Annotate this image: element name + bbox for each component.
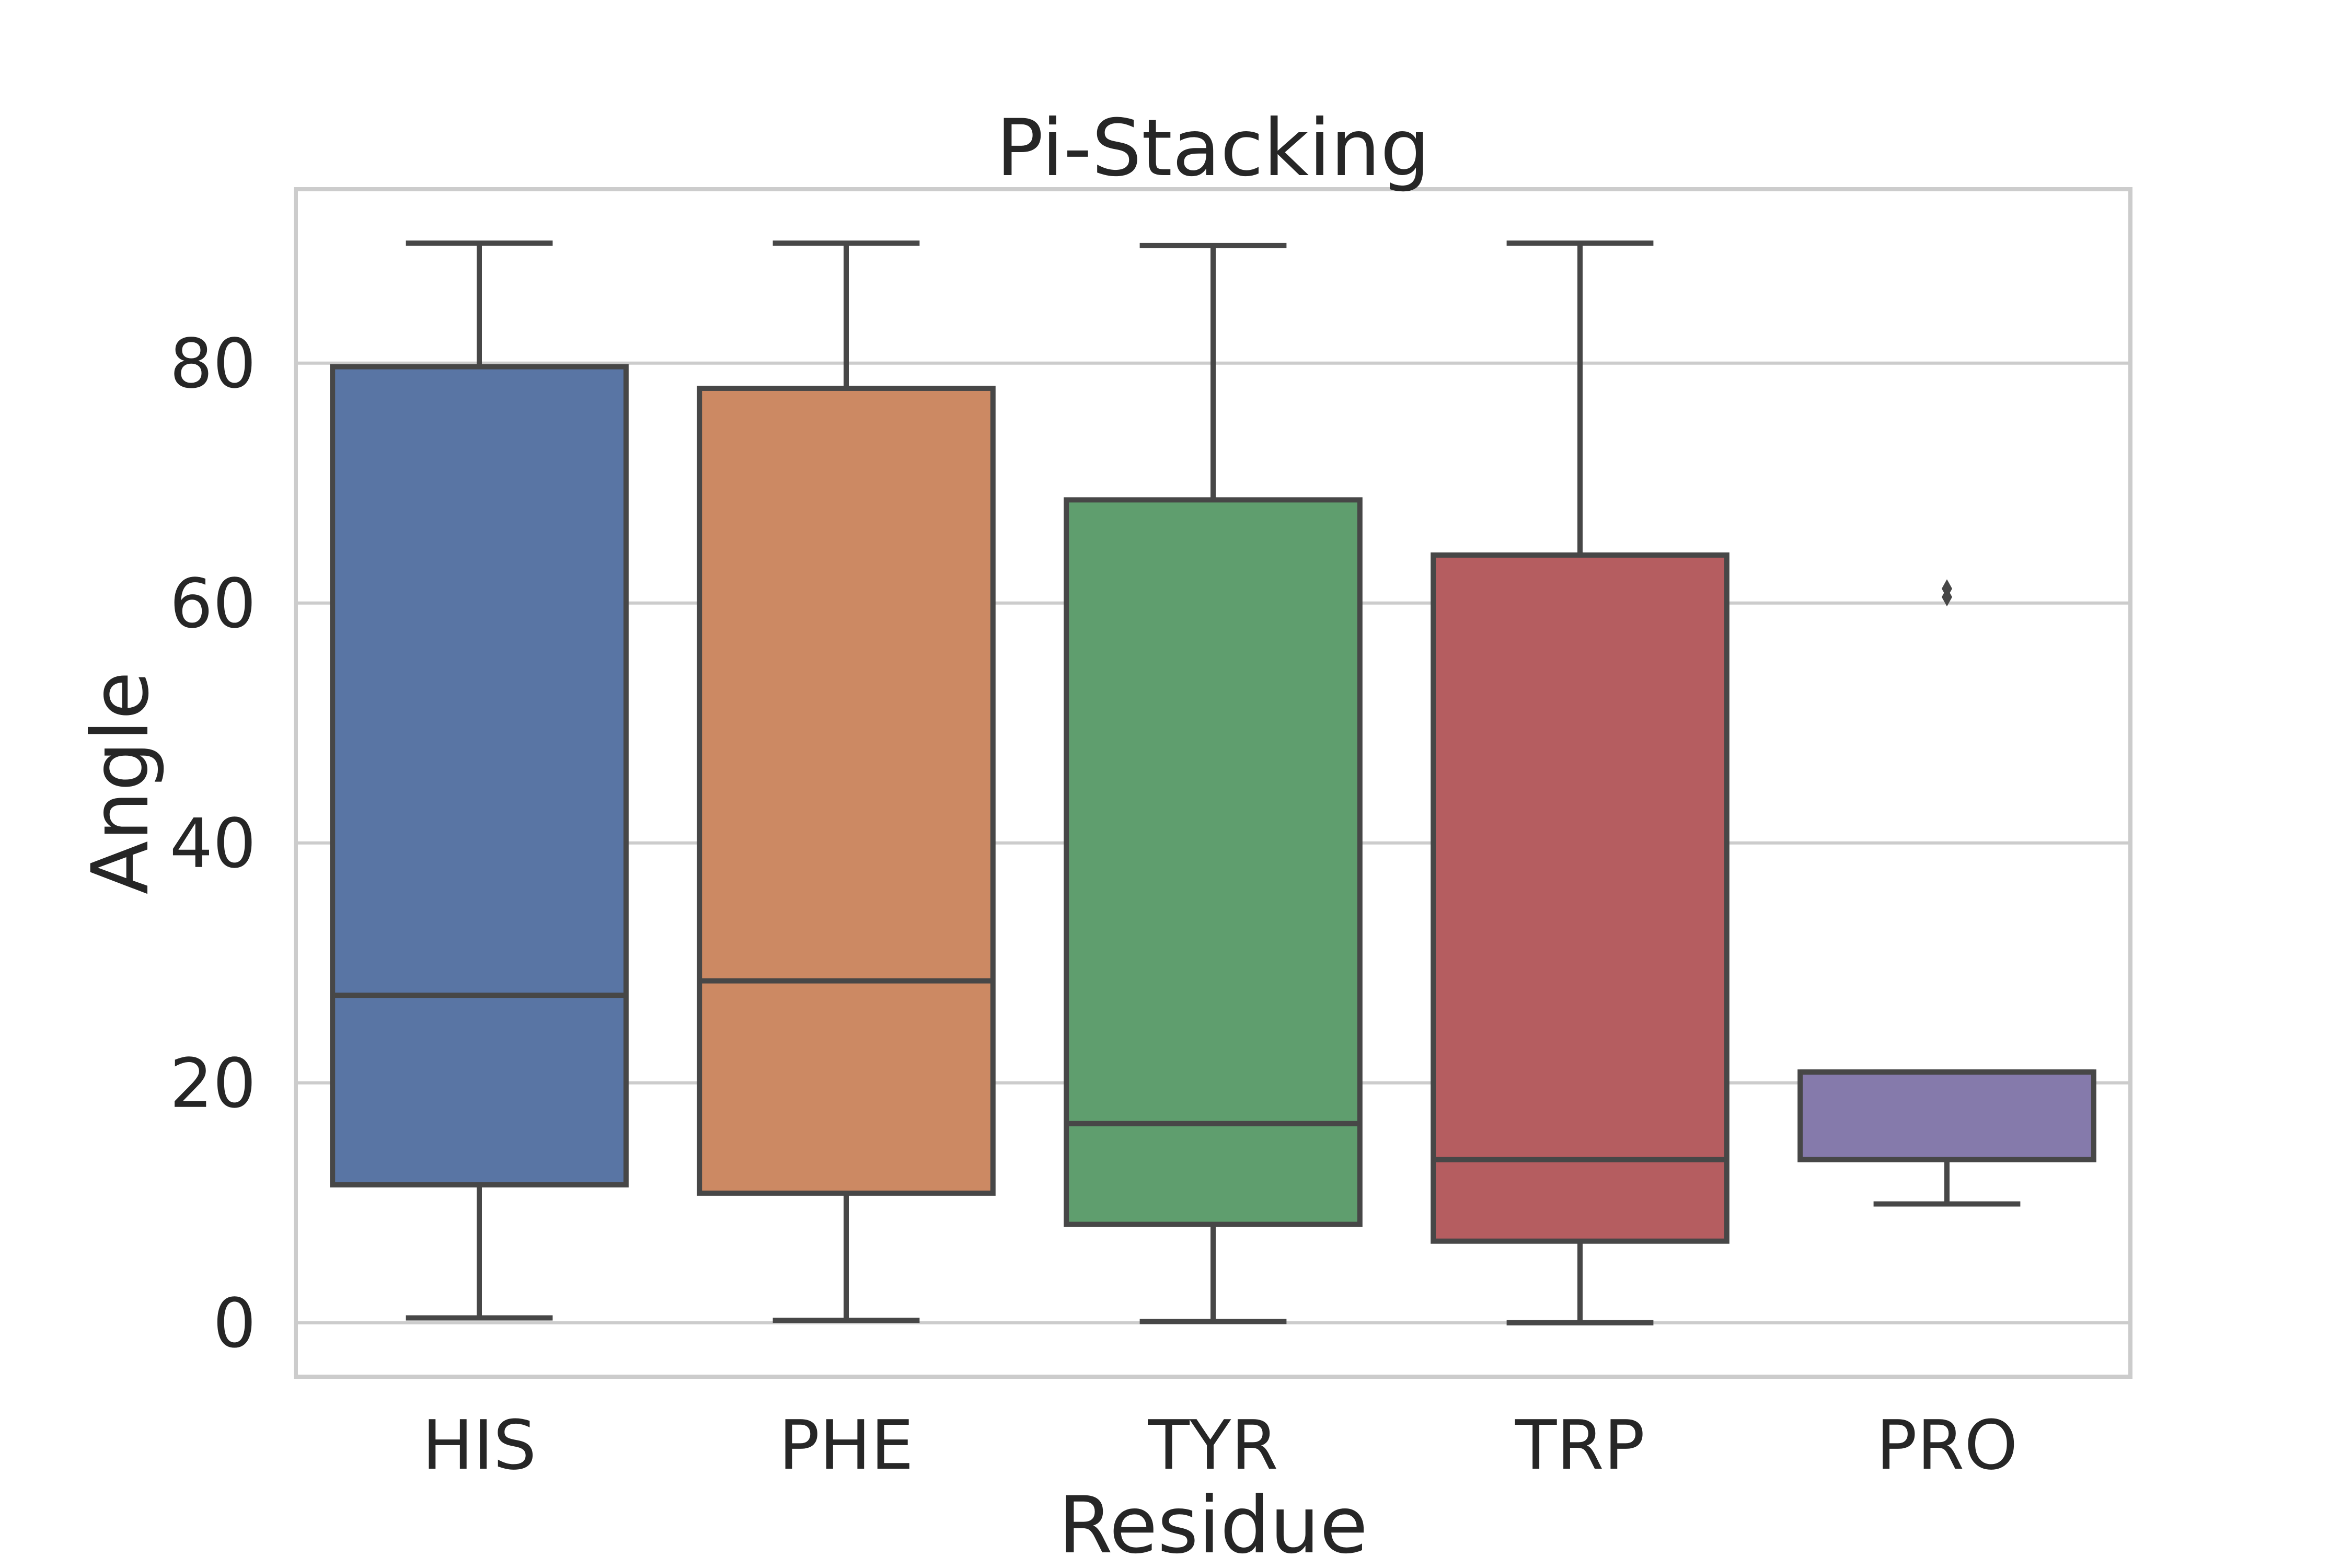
box-group-phe [697, 240, 996, 1323]
x-axis-label: Residue [1058, 1480, 1368, 1568]
y-tick-label-20: 20 [170, 1044, 256, 1123]
chart-title: Pi-Stacking [996, 103, 1430, 194]
box-layer [330, 240, 2096, 1325]
y-axis-label: Angle [75, 672, 166, 895]
y-tick-label-0: 0 [213, 1284, 256, 1363]
box-group-tyr [1064, 243, 1363, 1324]
box-trp [1431, 552, 1730, 1244]
y-tick-label-40: 40 [170, 804, 256, 883]
box-group-trp [1431, 240, 1730, 1325]
y-tick-labels: 0 20 40 60 80 [170, 324, 256, 1363]
y-tick-label-80: 80 [170, 324, 256, 403]
box-tyr [1064, 497, 1363, 1227]
x-tick-label-phe: PHE [779, 1405, 914, 1485]
x-tick-label-his: HIS [422, 1405, 537, 1485]
y-tick-label-60: 60 [170, 564, 256, 643]
x-tick-labels: HIS PHE TYR TRP PRO [422, 1405, 2018, 1485]
x-tick-label-pro: PRO [1876, 1405, 2017, 1485]
x-tick-label-trp: TRP [1515, 1405, 1645, 1485]
x-tick-label-tyr: TYR [1147, 1405, 1278, 1485]
plot-frame [294, 187, 2132, 1379]
box-group-pro [1797, 579, 2096, 1207]
box-group-his [330, 240, 629, 1321]
box-phe [697, 385, 996, 1196]
box-pro [1797, 1069, 2096, 1162]
box-his [330, 364, 629, 1187]
outlier-point-pro-1 [1942, 579, 1952, 598]
